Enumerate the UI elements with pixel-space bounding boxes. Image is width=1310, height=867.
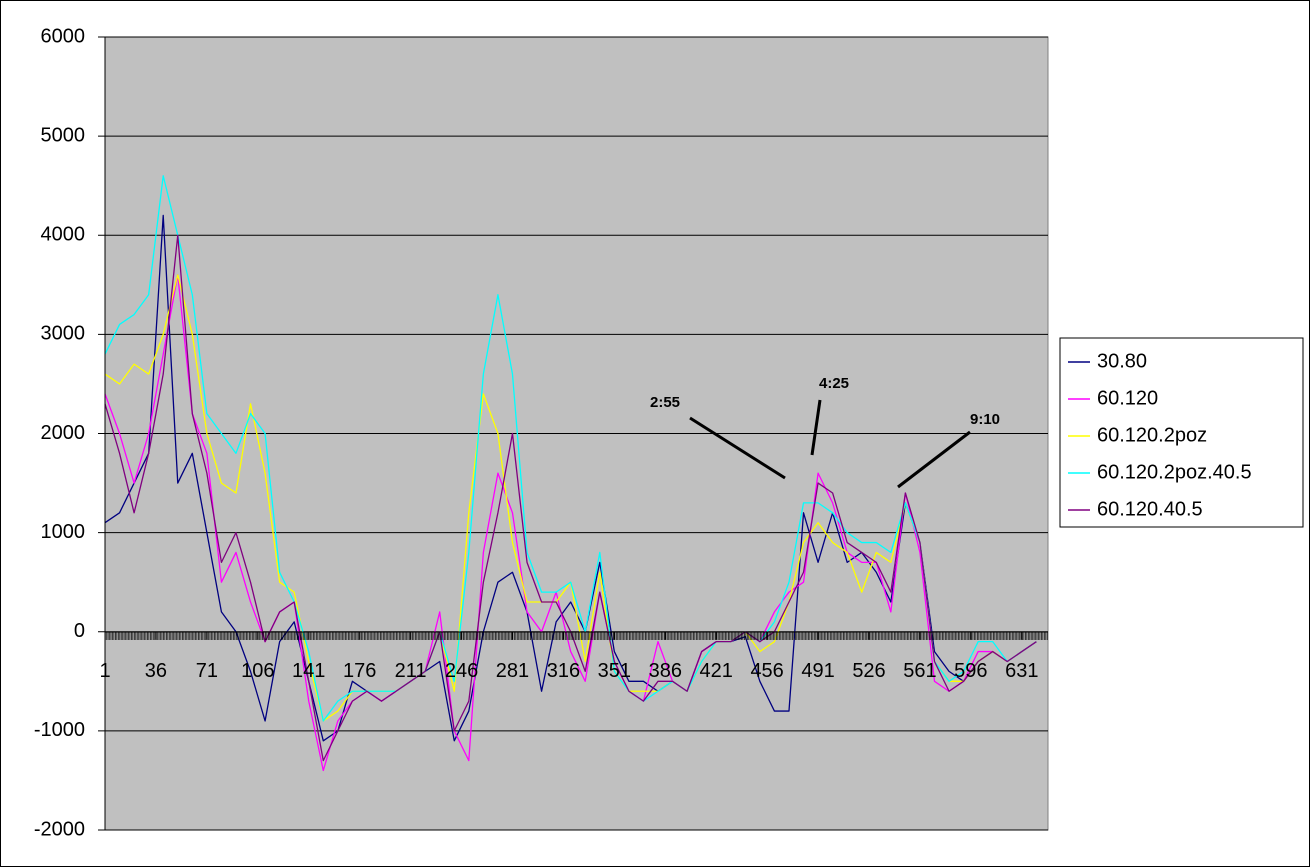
x-tick-label: 456 (750, 660, 783, 682)
legend (1059, 337, 1304, 528)
legend-label: 60.120.40.5 (1097, 498, 1203, 520)
x-tick-label: 386 (649, 660, 682, 682)
x-tick-label: 141 (292, 660, 325, 682)
y-tick-label: 6000 (41, 25, 86, 47)
x-tick-label: 316 (547, 660, 580, 682)
legend-label: 60.120.2poz (1097, 424, 1207, 446)
series-line (104, 274, 1037, 772)
annotation-arrow (897, 430, 971, 489)
y-tick-label: 2000 (41, 422, 86, 444)
x-tick-label: 351 (598, 660, 631, 682)
x-tick-label: 526 (852, 660, 885, 682)
annotation-arrow (689, 416, 786, 480)
x-tick-label: 491 (801, 660, 834, 682)
x-tick-label: 421 (700, 660, 733, 682)
series-line (104, 214, 1037, 742)
x-tick-label: 71 (196, 660, 218, 682)
y-tick-label: 5000 (41, 124, 86, 146)
y-tick-label: 1000 (41, 521, 86, 543)
annotation-arrow (810, 399, 822, 456)
y-tick-label: 4000 (41, 224, 86, 246)
legend-label: 60.120 (1097, 387, 1158, 409)
annotations: 2:55 4:25 9:10 (650, 375, 1000, 489)
x-tick-label: 281 (496, 660, 529, 682)
annotation: 4:25 (819, 375, 849, 392)
x-tick-label: 106 (241, 660, 274, 682)
x-tick-label: 1 (99, 660, 110, 682)
y-tick-label: -1000 (34, 719, 85, 741)
y-tick-label: -2000 (34, 818, 85, 840)
category-ticks (105, 632, 1048, 640)
y-tick-label: 3000 (41, 323, 86, 345)
x-tick-label: 561 (903, 660, 936, 682)
series-line (104, 175, 1037, 722)
annotation: 2:55 (650, 394, 680, 411)
annotation: 9:10 (970, 411, 1000, 428)
x-tick-label: 631 (1005, 660, 1038, 682)
x-tick-label: 211 (395, 660, 427, 682)
x-tick-label: 246 (445, 660, 478, 682)
x-tick-label: 596 (954, 660, 987, 682)
y-tick-label: 0 (74, 620, 85, 642)
x-tick-label: 176 (343, 660, 376, 682)
legend-label: 30.80 (1097, 350, 1147, 372)
x-tick-label: 36 (145, 660, 167, 682)
legend-label: 60.120.2poz.40.5 (1097, 461, 1252, 483)
